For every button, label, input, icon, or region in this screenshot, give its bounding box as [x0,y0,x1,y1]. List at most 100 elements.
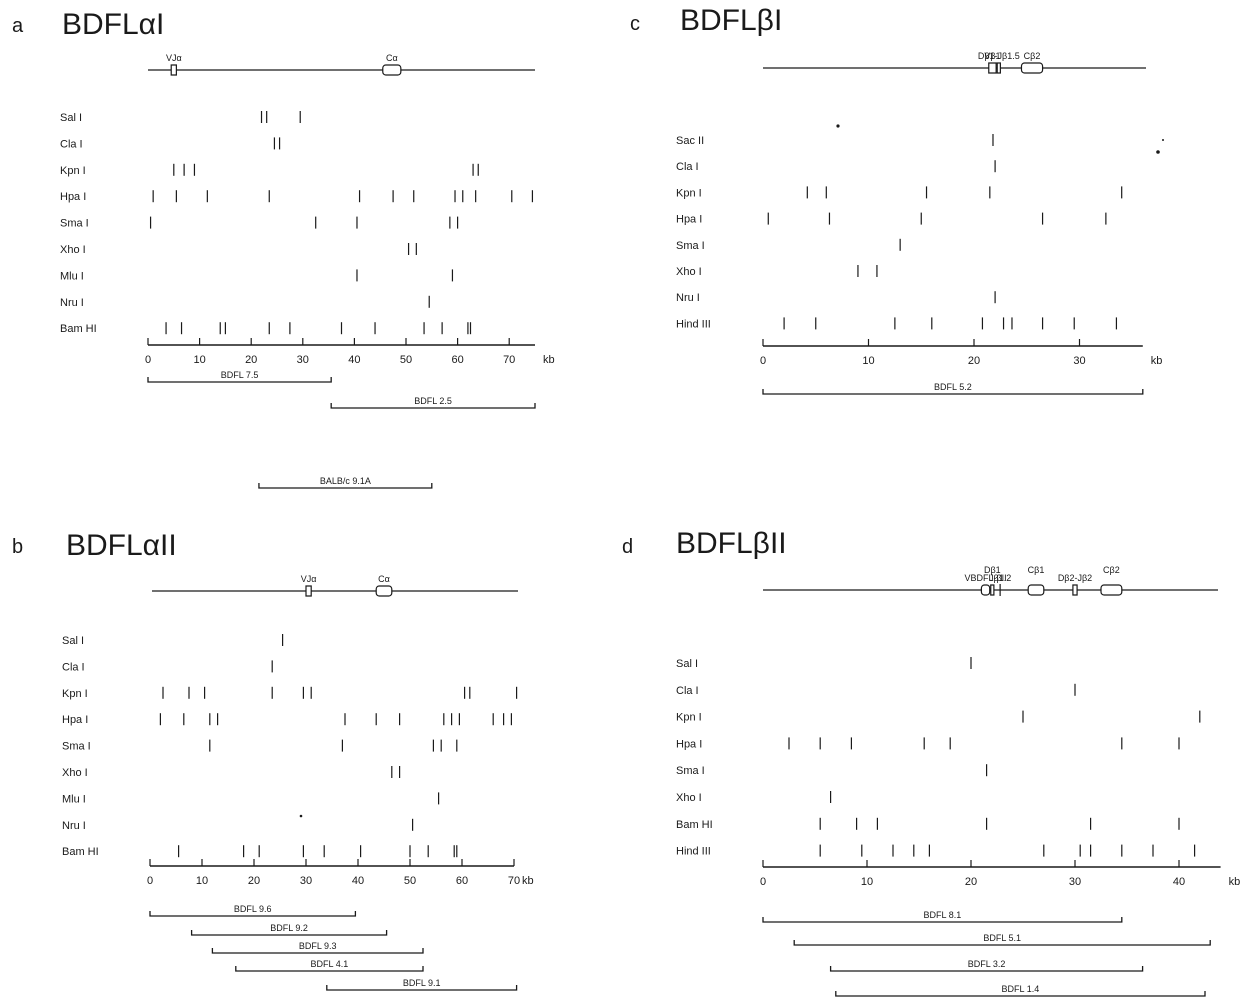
clone-bracket [148,377,331,382]
speck-mark [299,814,303,818]
axis-tick-label: 0 [147,875,153,887]
axis-tick-label: 40 [352,875,364,887]
panel-title: BDFLβII [676,527,787,560]
gene-map: VJα Cα [152,574,518,596]
enzyme-label: Bam HI [676,819,713,831]
panel-title: BDFLαII [66,529,177,562]
enzyme-label: Sma I [62,741,91,753]
gene-segment-label: Dβ1-Jβ1.5 [978,51,1020,61]
enzyme-label: Cla I [676,161,699,173]
axis-tick-label: 30 [297,354,309,366]
enzyme-label: Cla I [676,685,699,697]
clone-bracket [831,966,1143,971]
clone-label: BDFL 8.1 [924,910,962,920]
clone-bracket [794,940,1210,945]
enzyme-label: Cla I [62,661,85,673]
enzyme-label: Bam HI [60,323,97,335]
clone-bracket [331,403,535,408]
clone-bracket [763,917,1122,922]
clone-bracket [236,966,423,971]
clone-label: BALB/c 9.1A [320,476,371,486]
enzyme-sites: Sal I Cla I Kpn I Hpa I Sma I Xho I Bam HI Hind… [676,657,1200,858]
enzyme-label: Sma I [60,218,89,230]
gene-segment-box [997,63,1000,73]
enzyme-label: Nru I [676,292,700,304]
gene-segment-label: Cα [386,53,398,63]
axis-tick-label: 20 [968,355,980,367]
clone-bracket [836,991,1205,996]
enzyme-label: Xho I [62,767,88,779]
axis-tick-label: 20 [245,354,257,366]
gene-segment-box [1073,585,1077,595]
enzyme-label: Sal I [62,635,84,647]
panel-b: b BDFLαII VJα Cα Sal I Cla I Kpn I Hpa I Sma … [12,529,534,990]
clone-label: BDFL 4.1 [311,959,349,969]
axis-unit-label: kb [1151,355,1163,367]
gene-segment-box [383,65,401,75]
panel-a: a BDFLαI VJα Cα Sal I Cla I Kpn I Hpa I Sma I… [12,8,555,488]
clone-bracket [150,911,355,916]
enzyme-label: Sac II [676,135,704,147]
gene-segment-label: Dβ2-Jβ2 [1058,573,1092,583]
clone-label: BDFL 7.5 [221,370,259,380]
axis-tick-label: 60 [451,354,463,366]
clone-label: BDFL 5.2 [934,382,972,392]
enzyme-label: Hpa I [676,738,702,750]
clone-label: BDFL 9.1 [403,978,441,988]
enzyme-label: Hpa I [676,214,702,226]
axis-tick-label: 0 [145,354,151,366]
enzyme-label: Sma I [676,765,705,777]
enzyme-label: Xho I [676,792,702,804]
axis-unit-label: kb [522,875,534,887]
clone-label: BDFL 1.4 [1002,984,1040,994]
enzyme-label: Nru I [60,297,84,309]
panel-title: BDFLβI [680,4,782,37]
kb-axis: 0 10 20 30 40 50 60 70 kb [145,338,555,366]
gene-segment-box [376,586,392,596]
axis-unit-label: kb [543,354,555,366]
enzyme-label: Bam HI [62,846,99,858]
axis-tick-label: 70 [503,354,515,366]
axis-tick-label: 10 [861,876,873,888]
panel-letter: a [12,15,24,37]
speck-mark [1162,139,1164,141]
enzyme-sites: Sal I Cla I Kpn I Hpa I Sma I Xho I Mlu I Nru I… [62,634,517,858]
clone-bracket [212,948,423,953]
axis-tick-label: 50 [400,354,412,366]
axis-tick-label: 10 [862,355,874,367]
gene-segment-box [1028,585,1044,595]
clone-bracket [259,483,432,488]
clone-label: BDFL 9.3 [299,941,337,951]
clone-label: BDFL 3.2 [968,959,1006,969]
enzyme-label: Hind III [676,846,711,858]
clone-bracket [192,930,387,935]
clone-list: BDFL 7.5 BDFL 2.5 BALB/c 9.1A [148,370,535,488]
gene-segment-label: Cβ2 [1024,51,1041,61]
enzyme-label: Mlu I [60,270,84,282]
axis-tick-label: 30 [1073,355,1085,367]
enzyme-label: Cla I [60,138,83,150]
enzyme-label: Kpn I [60,165,86,177]
panel-title: BDFLαI [62,8,164,41]
clone-list: BDFL 9.6 BDFL 9.2 BDFL 9.3 BDFL 4.1 BDFL 9.1 [150,904,517,990]
enzyme-sites: Sac II Cla I Kpn I Hpa I Sma I Xho I Nru I Hind… [676,134,1122,330]
gene-segment-box [991,585,994,595]
axis-tick-label: 20 [965,876,977,888]
axis-tick-label: 70 [508,875,520,887]
axis-tick-label: 40 [348,354,360,366]
enzyme-label: Hind III [676,318,711,330]
clone-bracket [763,389,1143,394]
enzyme-label: Sal I [676,658,698,670]
gene-segment-label: VBDFL-βII [964,573,1006,583]
enzyme-label: Hpa I [62,714,88,726]
axis-tick-label: 30 [300,875,312,887]
gene-segment-label: VJα [301,574,317,584]
enzyme-label: Nru I [62,820,86,832]
gene-segment-box [1021,63,1042,73]
enzyme-label: Sal I [60,112,82,124]
clone-label: BDFL 9.6 [234,904,272,914]
